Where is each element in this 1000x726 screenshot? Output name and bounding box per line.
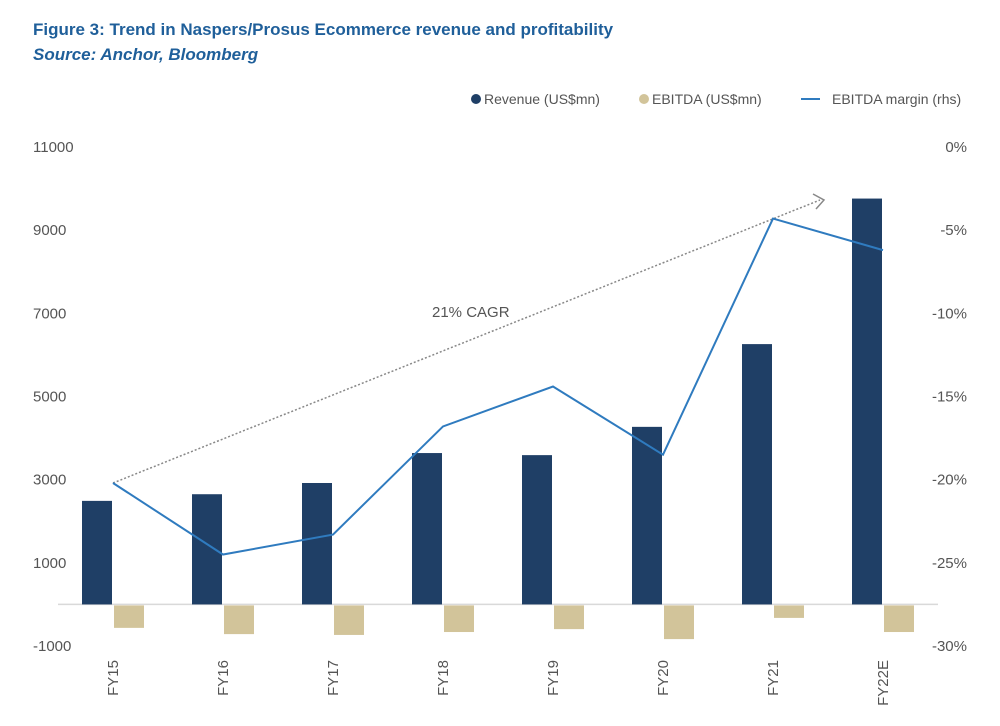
- y-tick-label: -1000: [33, 638, 71, 655]
- y2-tick-label: -25%: [932, 555, 967, 572]
- ebitda-bar: [774, 605, 804, 618]
- revenue-bar: [852, 198, 882, 605]
- revenue-bar: [742, 344, 772, 605]
- x-tick-label: FY20: [655, 660, 672, 696]
- ebitda-bar: [334, 605, 364, 635]
- chart-title: Figure 3: Trend in Naspers/Prosus Ecomme…: [33, 20, 614, 39]
- revenue-bar: [632, 426, 662, 605]
- y-tick-label: 5000: [33, 389, 66, 406]
- x-tick-label: FY15: [105, 660, 122, 696]
- revenue-bar: [412, 453, 442, 605]
- y-tick-label: 7000: [33, 305, 66, 322]
- y-tick-label: 1000: [33, 555, 66, 572]
- y-tick-label: 11000: [33, 139, 74, 156]
- revenue-bar: [522, 455, 552, 605]
- x-tick-label: FY21: [765, 660, 782, 696]
- ebitda-bar: [884, 605, 914, 633]
- x-tick-label: FY19: [545, 660, 562, 696]
- legend-margin-label: EBITDA margin (rhs): [832, 91, 961, 107]
- revenue-bar: [302, 482, 332, 605]
- x-tick-label: FY17: [325, 660, 342, 696]
- legend-ebitda-label: EBITDA (US$mn): [652, 91, 762, 107]
- y-tick-label: 3000: [33, 472, 66, 489]
- x-tick-label: FY16: [215, 660, 232, 696]
- y2-tick-label: -15%: [932, 389, 967, 406]
- ebitda-bar: [664, 605, 694, 640]
- chart-source: Source: Anchor, Bloomberg: [33, 45, 259, 64]
- legend-revenue-marker: [471, 94, 481, 104]
- revenue-bar: [192, 494, 222, 605]
- y2-tick-label: 0%: [945, 139, 967, 156]
- y2-tick-label: -10%: [932, 305, 967, 322]
- ebitda-margin-line: [112, 217, 884, 556]
- y2-tick-label: -20%: [932, 472, 967, 489]
- x-tick-label: FY22E: [875, 660, 892, 706]
- legend-ebitda-marker: [639, 94, 649, 104]
- y-tick-label: 9000: [33, 222, 66, 239]
- arrow-head-icon: [812, 193, 826, 210]
- y2-tick-label: -30%: [932, 638, 967, 655]
- ebitda-bar: [444, 605, 474, 633]
- y2-tick-label: -5%: [940, 222, 967, 239]
- ebitda-bar: [554, 605, 584, 630]
- ebitda-bar: [224, 605, 254, 635]
- cagr-trend-arrow: [112, 199, 821, 484]
- revenue-bar: [82, 500, 112, 605]
- ebitda-bar: [114, 605, 144, 628]
- x-tick-label: FY18: [435, 660, 452, 696]
- cagr-annotation: 21% CAGR: [432, 304, 510, 321]
- legend-revenue-label: Revenue (US$mn): [484, 91, 600, 107]
